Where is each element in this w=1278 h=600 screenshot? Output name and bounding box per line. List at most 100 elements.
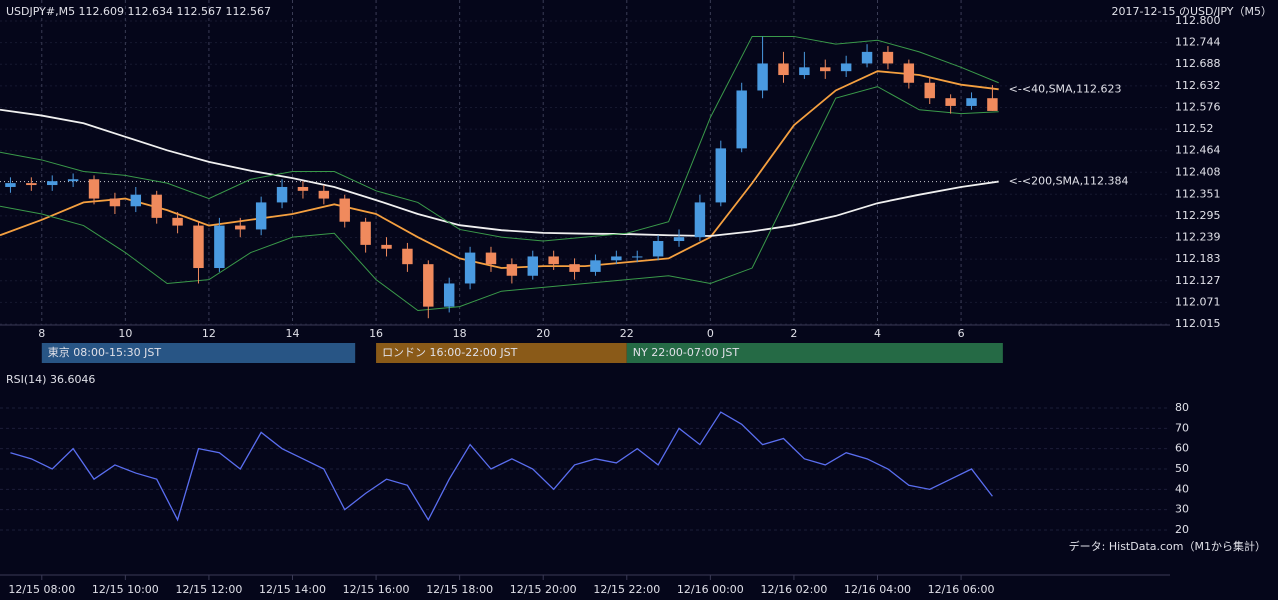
candle-body [235,225,246,230]
candle-body [485,252,497,265]
x-tick-label: 20 [536,327,550,340]
candle-body [506,264,518,276]
source-note: データ: HistData.com（M1から集計） [1069,539,1266,553]
candle-body [715,148,727,203]
x-tick-label: 12/15 20:00 [510,583,577,596]
indicator-label: <-<40,SMA,112.623 [1009,82,1122,95]
candle-body [276,186,288,203]
candle-body [130,194,142,207]
indicator-line [0,108,999,237]
candle-body [987,98,998,111]
x-tick-label: 16 [369,327,383,340]
y-tick-label: 112.800 [1175,14,1221,27]
chart-subtitle: 2017-12-15 のUSD/JPY（M5） [1112,5,1272,18]
candle-body [548,256,559,265]
y-tick-label: 112.688 [1175,57,1221,70]
candle-body [840,63,852,72]
y-tick-label: 112.632 [1175,79,1221,92]
y-tick-label: 112.351 [1175,187,1221,200]
y-tick-label: 112.071 [1175,295,1221,308]
session-label: ロンドン 16:00-22:00 JST [382,346,518,359]
candle-body [5,183,16,187]
candle-body [67,179,79,182]
rsi-line [10,411,993,522]
candle-body [360,221,371,245]
candle-body [694,202,706,238]
y-tick-label: 112.464 [1175,144,1221,157]
x-tick-label: 12/16 04:00 [844,583,911,596]
x-tick-label: 18 [453,327,467,340]
candle-body [673,237,685,242]
y-tick-label: 112.744 [1175,36,1221,49]
candle-body [193,225,204,269]
y-tick-label: 112.015 [1175,317,1221,330]
candle-body [47,181,58,186]
session-label: NY 22:00-07:00 JST [633,346,740,359]
indicator-label: <-<200,SMA,112.384 [1009,175,1129,188]
y-tick-label: 112.295 [1175,209,1221,222]
x-tick-label: 22 [620,327,634,340]
session-label: 東京 08:00-15:30 JST [48,345,162,359]
candle-body [339,198,350,222]
y-tick-label: 80 [1175,401,1189,414]
y-tick-label: 112.576 [1175,100,1221,113]
candle-body [297,186,309,191]
x-tick-label: 12/16 00:00 [677,583,744,596]
chart-title: USDJPY#,M5 112.609 112.634 112.567 112.5… [6,5,271,18]
candle-body [527,256,538,276]
x-tick-label: 14 [286,327,300,340]
indicator-line [0,70,999,269]
session-bar [626,343,1003,363]
x-tick-label: 6 [958,327,965,340]
x-tick-label: 12 [202,327,216,340]
y-tick-label: 20 [1175,523,1189,536]
x-tick-label: 12/16 06:00 [928,583,995,596]
candle-body [464,252,476,284]
candle-body [151,194,162,218]
y-tick-label: 60 [1175,442,1189,455]
x-tick-label: 12/15 22:00 [593,583,660,596]
indicator-line [0,86,999,312]
x-tick-label: 12/15 18:00 [426,583,493,596]
candle-body [799,67,810,76]
candle-body [214,225,225,269]
y-tick-label: 112.183 [1175,252,1221,265]
y-tick-label: 112.239 [1175,231,1221,244]
y-tick-label: 112.127 [1175,274,1221,287]
x-tick-label: 0 [707,327,714,340]
candle-body [882,51,894,64]
x-tick-label: 12/15 16:00 [343,583,410,596]
candle-body [172,217,183,226]
candle-body [632,256,643,258]
candle-body [945,98,956,106]
y-tick-label: 40 [1175,482,1189,495]
x-tick-label: 2 [790,327,797,340]
y-tick-label: 50 [1175,462,1189,475]
candle-body [402,248,413,265]
candle-body [820,67,831,72]
candle-body [88,179,100,199]
candle-body [903,63,915,83]
candle-body [569,264,580,272]
candle-body [611,256,622,261]
candle-body [778,63,789,76]
candle-body [757,63,768,91]
x-tick-label: 8 [38,327,45,340]
candle-body [443,283,455,307]
candle-body [652,241,664,257]
y-tick-label: 70 [1175,421,1189,434]
x-tick-label: 12/15 10:00 [92,583,159,596]
candle-body [861,51,873,64]
candle-body [966,98,977,106]
candle-body [924,82,935,99]
x-tick-label: 12/16 02:00 [760,583,827,596]
y-tick-label: 30 [1175,503,1189,516]
candle-body [26,183,37,186]
candle-body [423,264,434,307]
candle-body [590,260,601,272]
candle-body [736,90,747,149]
session-bar [41,343,356,363]
